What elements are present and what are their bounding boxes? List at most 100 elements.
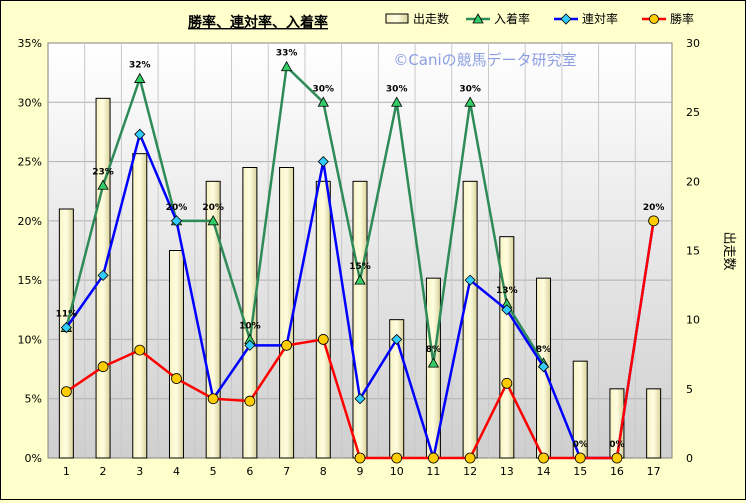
legend-swatch (385, 13, 409, 24)
point (354, 393, 366, 405)
point (281, 339, 292, 351)
point (391, 452, 403, 464)
left-tick-label: 0% (25, 452, 42, 465)
left-tick-label: 5% (25, 393, 42, 406)
point (134, 128, 146, 140)
series-line (65, 64, 545, 364)
data-label: 20% (166, 203, 188, 213)
legend-label: 連対率 (582, 11, 618, 26)
x-tick-label: 10 (390, 465, 404, 478)
bar (205, 180, 221, 459)
x-tick-label: 16 (610, 465, 624, 478)
point (244, 395, 256, 407)
point (97, 179, 109, 190)
data-label: 30% (459, 84, 481, 94)
left-tick-label: 30% (18, 96, 42, 109)
x-tick-label: 17 (647, 465, 661, 478)
point (170, 215, 183, 227)
left-tick-label: 35% (18, 37, 42, 50)
x-tick-label: 14 (537, 465, 551, 478)
data-label: 0% (573, 440, 588, 450)
data-label: 32% (129, 61, 151, 71)
right-tick-label: 15 (686, 245, 700, 258)
x-tick-label: 1 (63, 465, 70, 478)
point (244, 339, 256, 351)
chart-title: 勝率、連対率、入着率 (188, 14, 328, 31)
legend-marker (560, 13, 572, 25)
x-tick-label: 4 (173, 465, 180, 478)
left-tick-label: 10% (18, 333, 42, 346)
bar (58, 208, 74, 459)
data-label: 20% (643, 203, 665, 213)
point (171, 373, 182, 384)
point (317, 96, 329, 107)
bar (352, 180, 368, 459)
bar (462, 180, 478, 459)
point (134, 72, 146, 83)
data-label: 13% (496, 286, 518, 296)
point (207, 215, 219, 226)
point (391, 333, 403, 345)
x-tick-label: 8 (320, 465, 327, 478)
right-tick-label: 5 (686, 383, 693, 396)
data-label: 23% (92, 167, 114, 177)
point (207, 393, 219, 405)
right-tick-label: 20 (686, 175, 700, 188)
data-label: 0% (609, 440, 624, 450)
watermark: ©Caniの競馬データ研究室 (393, 51, 576, 69)
data-label: 15% (349, 262, 371, 272)
x-tick-label: 7 (283, 465, 290, 478)
x-tick-label: 3 (136, 465, 143, 478)
bar (279, 167, 295, 459)
point (428, 452, 439, 464)
bar (132, 153, 148, 459)
legend: 出走数 入着率 連対率 勝率 (385, 11, 694, 26)
point (280, 60, 293, 72)
data-label: 10% (239, 321, 261, 331)
left-tick-label: 25% (18, 156, 42, 169)
point (464, 274, 476, 286)
bar (499, 236, 515, 459)
data-label: 30% (386, 84, 408, 94)
legend-label: 勝率 (670, 11, 694, 26)
x-tick-label: 6 (246, 465, 253, 478)
data-label: 8% (426, 345, 441, 355)
data-label: 11% (56, 310, 78, 320)
right-tick-label: 30 (686, 37, 700, 50)
bar (242, 167, 258, 459)
data-label: 20% (202, 203, 224, 213)
point (60, 322, 72, 334)
data-label: 30% (313, 84, 335, 94)
legend-label: 出走数 (413, 11, 449, 26)
point (317, 334, 329, 345)
point (391, 96, 403, 107)
right-tick-label: 10 (686, 314, 700, 327)
x-tick-label: 15 (573, 465, 587, 478)
point (427, 357, 440, 368)
legend-marker (649, 14, 659, 24)
point (60, 386, 72, 398)
left-tick-label: 15% (18, 274, 42, 287)
point (464, 452, 476, 464)
right-tick-label: 0 (686, 452, 693, 465)
point (97, 361, 109, 373)
point (317, 156, 329, 168)
bar (315, 180, 331, 459)
x-tick-label: 13 (500, 465, 514, 478)
point (501, 377, 513, 389)
bar (646, 388, 662, 459)
x-tick-label: 5 (210, 465, 217, 478)
data-label: 8% (536, 345, 551, 355)
legend-marker (472, 13, 484, 24)
right-axis-label: 出走数 (721, 231, 736, 270)
x-tick-label: 9 (357, 465, 364, 478)
bar (168, 250, 184, 459)
point (134, 344, 146, 356)
point (354, 452, 366, 464)
point (574, 452, 586, 464)
legend-label: 入着率 (494, 11, 530, 26)
point (464, 96, 476, 107)
data-label: 33% (276, 49, 298, 59)
